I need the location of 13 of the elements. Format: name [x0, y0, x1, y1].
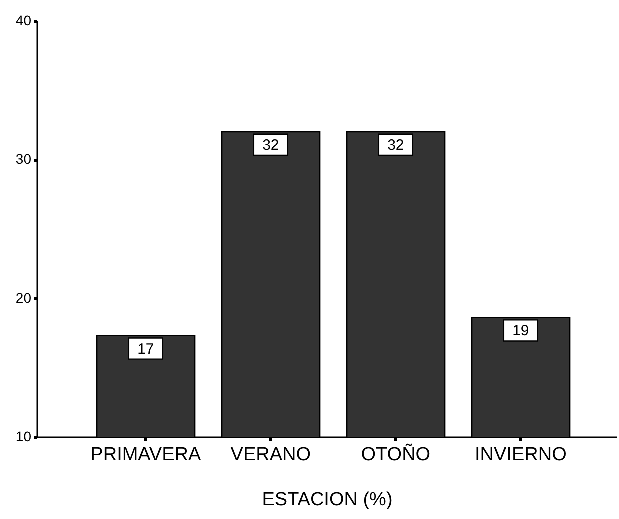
- data-label: 32: [262, 136, 280, 154]
- y-tick-label: 30: [16, 151, 32, 168]
- y-tick-label: 40: [16, 12, 32, 28]
- data-label: 19: [512, 322, 530, 340]
- x-axis-title: ESTACION (%): [262, 490, 393, 510]
- y-tick-label: 20: [16, 290, 32, 306]
- x-tick-label: INVIERNO: [474, 444, 567, 466]
- x-tick-label: OTOÑO: [361, 444, 431, 466]
- y-tick-label: 10: [16, 428, 32, 444]
- x-tick-label: VERANO: [230, 444, 312, 466]
- data-label: 17: [138, 340, 154, 358]
- x-tick-label: PRIMAVERA: [90, 444, 202, 466]
- data-label: 32: [388, 136, 404, 154]
